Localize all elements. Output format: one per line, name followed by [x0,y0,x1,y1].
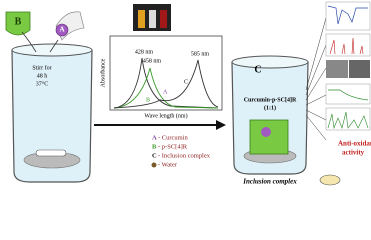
curve-c [113,59,219,109]
nmr-trace [329,37,364,55]
legend-key: C [152,152,157,159]
connectors [305,17,327,141]
right-beaker [231,55,309,175]
left-beaker [11,43,93,183]
sem-thumb [349,60,370,78]
capsule-icon [319,174,341,186]
spectrum-frame [109,35,223,111]
complex-a [261,127,271,137]
curve-label: A [163,89,168,95]
b-label: B [15,16,22,27]
water-icon [151,162,157,168]
legend-key: A [152,134,157,141]
ir-thumb [325,1,371,31]
y-axis-label: Absorbance [100,58,106,87]
activity-label: activity [342,149,365,157]
product-ratio: (1:1) [264,104,276,111]
condition: 37°C [36,80,48,87]
tga-thumb [325,83,371,105]
condition: 48 h [37,73,48,79]
peak-label: 428 nm [135,49,154,55]
curve-label: C [184,79,188,85]
legend-text: - Inclusion complex [158,152,211,159]
b-shape [5,11,31,36]
a-label: A [59,26,64,34]
product-label: C [254,64,261,75]
product-caption: Inclusion complex [242,178,297,186]
vial [160,10,167,28]
curve-b [113,67,219,109]
vial [149,10,156,28]
reaction-arrow [94,120,226,130]
vial [138,10,145,28]
complex-shape [249,119,289,155]
arrows-in [21,31,59,53]
product-name: Curcumin-p-SC[4]R [244,97,297,103]
tga-trace [328,89,369,101]
legend: A - Curcumin B - p-SC[4]R C - Inclusion … [151,134,211,168]
legend-text: - Water [158,161,178,168]
nmr-thumb [325,33,371,57]
peak-label: 458 nm [143,58,162,64]
peak-label: 585 nm [191,51,210,57]
xrd-trace [327,111,369,130]
legend-text: - p-SC[4]R [158,143,188,150]
graphical-abstract: B A Stirr for 48 h 37°C Absorbance Wave … [5,1,371,186]
curve-label: B [146,97,150,103]
a-drop [55,23,69,37]
x-axis-label: Wave length (nm) [144,112,187,119]
legend-key: B [152,143,157,150]
sem-thumb [326,60,348,78]
activity-label: Anti-oxidant [338,140,371,148]
curve-a [113,57,219,109]
condition: Stirr for [32,64,51,71]
xrd-thumb [325,107,371,131]
legend-text: - Curcumin [158,134,189,141]
ir-trace [327,5,368,25]
